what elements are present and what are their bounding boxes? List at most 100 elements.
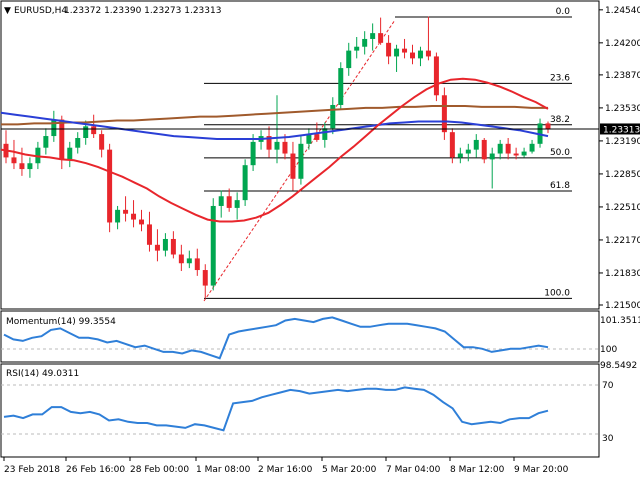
time-axis-label: 28 Feb 00:00	[130, 465, 189, 475]
candle-body	[457, 153, 463, 158]
time-axis-label: 8 Mar 12:00	[450, 465, 505, 475]
rsi-axis-30: 30	[602, 434, 614, 444]
candle-body	[91, 126, 97, 135]
candle-body	[75, 137, 81, 148]
rsi-panel[interactable]	[0, 363, 600, 458]
time-axis-label: 7 Mar 04:00	[386, 465, 441, 475]
candle-body	[250, 141, 256, 166]
candle-body	[202, 270, 208, 286]
candle-body	[513, 153, 519, 156]
candle-body	[178, 254, 184, 264]
price-axis-label: 1.23870	[605, 71, 640, 81]
candle-body	[473, 139, 479, 150]
current-price-badge	[600, 123, 640, 135]
candle-body	[425, 50, 431, 57]
candle-body	[123, 209, 129, 214]
fibonacci-trendline[interactable]	[203, 19, 396, 302]
fib-level-label: 38.2	[550, 115, 570, 125]
moving-average-brown	[1, 105, 548, 126]
candle-body	[99, 134, 105, 150]
price-axis-label: 1.23190	[605, 137, 640, 147]
time-axis-label: 2 Mar 16:00	[258, 465, 313, 475]
momentum-axis-low: 98.5492	[600, 361, 637, 371]
candle-body	[11, 157, 17, 164]
candle-body	[210, 205, 216, 286]
candle-body	[242, 165, 248, 201]
fib-level-label: 0.0	[556, 7, 571, 17]
candle-body	[497, 143, 503, 154]
time-axis-label: 1 Mar 08:00	[196, 465, 251, 475]
price-axis-label: 1.22510	[605, 203, 640, 213]
candle-body	[290, 153, 296, 179]
candle-body	[465, 149, 471, 154]
candle-body	[545, 123, 551, 130]
candle-body	[274, 141, 280, 150]
current-price-label: 1.23313	[603, 125, 640, 135]
candle-body	[194, 258, 200, 271]
candle-body	[154, 244, 160, 251]
candle-body	[378, 33, 384, 43]
candle-body	[234, 200, 240, 208]
candle-body	[386, 42, 392, 57]
time-axis: 23 Feb 2018 26 Feb 16:00 28 Feb 00:00 1 Mar…	[3, 457, 569, 475]
candle-body	[226, 196, 232, 208]
candle-body	[298, 143, 304, 179]
candle-body	[266, 136, 272, 150]
candle-body	[362, 38, 368, 47]
price-axis-label: 1.24540	[605, 6, 640, 16]
candle-body	[322, 128, 328, 140]
momentum-axis-top: 101.3511	[600, 316, 640, 326]
candle-body	[306, 134, 312, 144]
price-axis-label: 1.21830	[605, 269, 640, 279]
time-axis-label: 9 Mar 20:00	[514, 465, 569, 475]
candle-body	[529, 143, 535, 152]
candle-body	[394, 48, 400, 57]
momentum-line	[3, 316, 549, 360]
momentum-axis-mid: 100	[600, 345, 617, 355]
candle-body	[410, 52, 415, 59]
candle-body	[115, 209, 121, 223]
candle-body	[338, 68, 344, 105]
candle-body	[330, 104, 336, 129]
moving-average-red	[0, 77, 549, 223]
candle-body	[449, 132, 455, 158]
collapse-triangle-icon[interactable]: ▼	[4, 6, 11, 16]
rsi-axis-70: 70	[602, 381, 614, 391]
fib-level-label: 50.0	[550, 148, 570, 158]
candle-body	[282, 141, 288, 154]
candle-body	[489, 153, 495, 160]
momentum-title: Momentum(14) 99.3554	[6, 317, 116, 327]
fib-level-label: 100.0	[544, 288, 570, 298]
candle-body	[441, 95, 447, 133]
time-axis-label: 5 Mar 20:00	[322, 465, 377, 475]
candle-body	[481, 139, 487, 160]
candle-body	[505, 143, 511, 154]
candle-body	[370, 33, 376, 39]
price-axis-label: 1.23530	[605, 104, 640, 114]
price-axis-label: 1.24200	[605, 39, 640, 49]
candle-body	[107, 149, 113, 223]
candle-body	[59, 119, 65, 160]
candle-body	[218, 196, 224, 206]
candle-body	[43, 136, 49, 148]
candle-body	[139, 219, 144, 225]
time-axis-label: 26 Feb 16:00	[66, 465, 125, 475]
candle-body	[417, 50, 423, 59]
candle-body	[433, 56, 439, 96]
moving-average-blue	[0, 111, 549, 140]
candle-body	[521, 151, 527, 156]
fib-level-label: 23.6	[550, 73, 570, 83]
rsi-line	[3, 386, 549, 432]
rsi-title: RSI(14) 49.0311	[6, 369, 79, 379]
candle-body	[402, 48, 408, 53]
candle-body	[131, 213, 137, 220]
candle-body	[354, 46, 360, 51]
candle-body	[67, 147, 73, 160]
candle-body	[170, 238, 176, 255]
candle-body	[346, 50, 352, 69]
candle-body	[27, 163, 33, 170]
candle-body	[51, 119, 57, 137]
fib-level-label: 61.8	[550, 181, 570, 191]
candle-body	[83, 126, 89, 138]
